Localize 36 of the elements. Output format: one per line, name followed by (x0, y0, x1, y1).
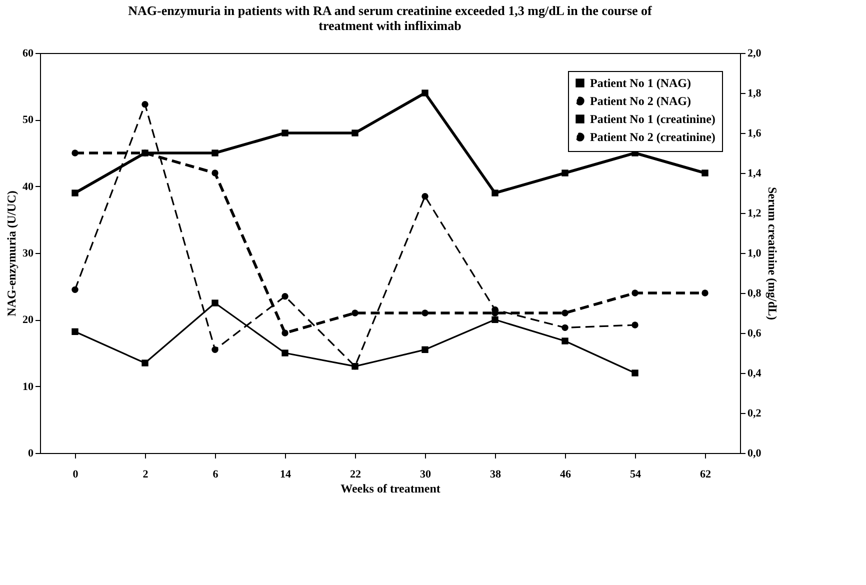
x-tick-label: 0 (72, 468, 79, 480)
x-tick-label: 46 (560, 468, 572, 480)
y2-tick-label: 0,2 (748, 408, 762, 420)
legend-label: Patient No 2 (NAG) (590, 94, 691, 108)
x-tick-label: 54 (630, 468, 642, 480)
y2-tick-label: 1,6 (748, 128, 762, 140)
y2-tick-label: 0,0 (748, 448, 762, 460)
y2-tick-label: 2,0 (748, 48, 762, 60)
y-tick-label: 60 (22, 48, 34, 60)
y-tick-label: 30 (22, 248, 34, 260)
legend-label: Patient No 1 (creatinine) (590, 112, 716, 126)
y-tick-label: 0 (28, 448, 34, 460)
legend-label: Patient No 2 (creatinine) (590, 130, 716, 144)
x-tick-label: 62 (700, 468, 712, 480)
chart-title: NAG-enzymuria in patients with RA and serum creatinine exceeded 1,3 mg/dL in the course of treatment with infliximab (128, 3, 653, 33)
y2-tick-label: 0,4 (748, 368, 762, 380)
x-tick-label: 30 (420, 468, 432, 480)
x-tick-label: 14 (280, 468, 292, 480)
x-axis-title: Weeks of treatment (340, 482, 440, 496)
y-tick-label: 50 (22, 114, 34, 126)
x-tick-label: 6 (212, 468, 219, 480)
y2-tick-label: 0,8 (748, 288, 762, 300)
y2-tick-label: 1,0 (748, 248, 762, 260)
x-tick-label: 2 (142, 468, 149, 480)
x-tick-label: 22 (350, 468, 362, 480)
y-tick-label: 10 (22, 380, 34, 393)
y2-tick-label: 0,6 (748, 328, 762, 340)
x-tick-label: 38 (490, 468, 502, 480)
y-tick-label: 20 (22, 314, 34, 326)
y2-tick-label: 1,2 (748, 208, 762, 220)
y2-tick-label: 1,8 (748, 88, 762, 100)
y-tick-label: 40 (22, 180, 34, 193)
y2-tick-label: 1,4 (748, 168, 762, 180)
y2-axis-title: Serum creatinine (mg/dL) (765, 186, 780, 320)
legend-label: Patient No 1 (NAG) (590, 76, 691, 90)
y-axis-title: NAG-enzymuria (U/UC) (4, 190, 18, 316)
